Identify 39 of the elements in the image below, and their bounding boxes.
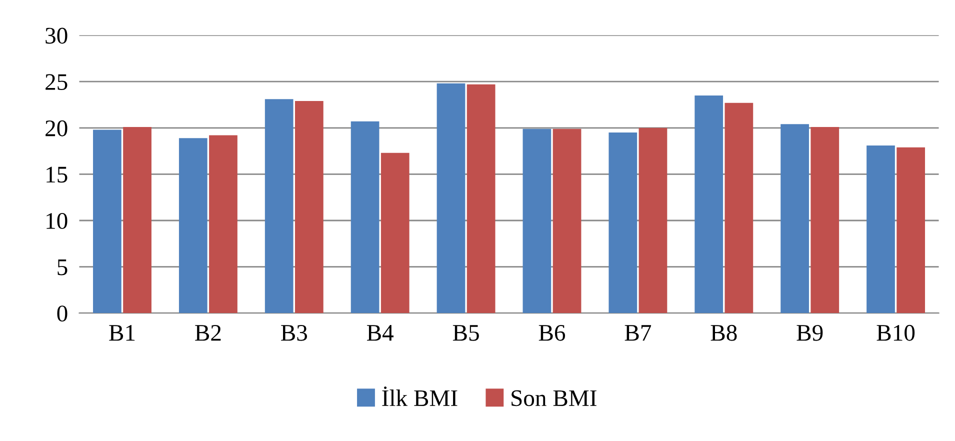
bar xyxy=(522,128,552,314)
x-tick-label: B7 xyxy=(624,325,652,341)
bar xyxy=(810,126,840,314)
bar xyxy=(295,101,324,314)
bar xyxy=(178,138,208,314)
bar xyxy=(123,126,152,314)
x-tick-label: B4 xyxy=(366,325,394,341)
y-tick-label: 10 xyxy=(46,212,68,229)
x-tick-label: B6 xyxy=(538,324,566,341)
x-tick-label: B5 xyxy=(452,325,479,341)
bar xyxy=(638,128,668,314)
x-tick-label: B8 xyxy=(710,324,737,341)
legend-label: Son BMI xyxy=(512,390,596,406)
y-tick-label: 20 xyxy=(46,120,68,136)
y-tick-label: 0 xyxy=(57,306,68,322)
x-tick-label: B9 xyxy=(796,324,823,341)
y-tick-label: 25 xyxy=(46,74,68,90)
bar xyxy=(780,124,809,314)
bar xyxy=(896,147,926,314)
bar xyxy=(264,99,294,314)
bar xyxy=(866,145,895,314)
bar xyxy=(350,121,380,314)
bar xyxy=(466,84,496,314)
bar xyxy=(724,102,754,314)
bar xyxy=(93,130,122,314)
bar xyxy=(552,128,582,314)
bar xyxy=(209,135,238,314)
x-tick-label: B10 xyxy=(876,324,915,341)
y-tick-label: 30 xyxy=(46,28,68,44)
x-tick-label: B1 xyxy=(109,325,135,341)
x-tick-label: B2 xyxy=(195,324,221,341)
bar xyxy=(436,83,466,314)
y-tick-label: 15 xyxy=(46,166,68,183)
bar xyxy=(608,132,638,314)
x-tick-label: B3 xyxy=(281,324,307,341)
bar xyxy=(380,152,410,314)
bar xyxy=(694,95,724,314)
y-tick-label: 5 xyxy=(58,260,68,276)
legend-label: İlk BMI xyxy=(382,386,458,406)
